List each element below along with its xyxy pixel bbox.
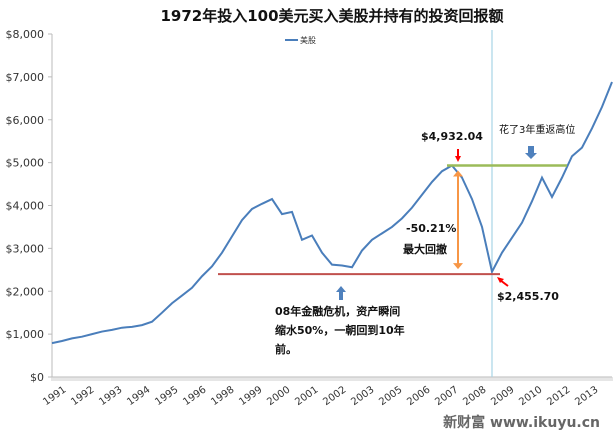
x-tick-label: 2012 [545, 384, 572, 408]
x-tick-label: 1998 [209, 384, 236, 408]
x-tick-label: 1991 [41, 384, 68, 408]
x-tick-label: 1996 [181, 384, 208, 408]
watermark: 新财富 www.ikuyu.cn [443, 415, 600, 431]
x-tick-label: 2008 [461, 384, 488, 408]
x-tick-label: 2003 [349, 384, 376, 408]
x-tick-label: 2001 [293, 384, 320, 408]
x-tick-label: 1992 [69, 384, 96, 408]
x-tick-label: 2005 [377, 384, 404, 408]
crisis-up-arrow-icon [336, 286, 346, 300]
x-tick-label: 2007 [433, 384, 460, 408]
peak-marker-arrow-head [455, 156, 461, 162]
x-tick-label: 2002 [321, 384, 348, 408]
x-tick-label: 2010 [517, 384, 544, 408]
y-tick-label: $4,000 [6, 200, 45, 213]
trough-marker-arrow-head [497, 277, 504, 283]
x-tick-label: 2009 [489, 384, 516, 408]
x-tick-label: 1999 [237, 384, 264, 408]
drawdown-label: 最大回撤 [403, 243, 447, 256]
y-tick-label: $1,000 [6, 328, 45, 341]
y-tick-label: $2,000 [6, 285, 45, 298]
crisis-note: 08年金融危机，资产瞬间缩水50%，一朝回到10年前。 [275, 305, 405, 356]
x-tick-label: 2000 [265, 384, 292, 408]
y-tick-label: $0 [30, 371, 44, 384]
chart-title: 1972年投入100美元买入美股并持有的投资回报额 [160, 7, 504, 25]
x-tick-label: 1995 [153, 384, 180, 408]
x-tick-label: 2006 [405, 384, 432, 408]
y-tick-label: $7,000 [6, 71, 45, 84]
peak-value-label: $4,932.04 [421, 130, 483, 143]
y-tick-label: $6,000 [6, 114, 45, 127]
drawdown-arrow-head-up [453, 170, 463, 177]
drawdown-pct-label: -50.21% [406, 222, 457, 235]
y-tick-label: $5,000 [6, 157, 45, 170]
recovery-down-arrow-icon [525, 146, 537, 159]
x-tick-label: 1994 [125, 384, 152, 408]
drawdown-arrow-head-down [453, 263, 463, 270]
recovery-note: 花了3年重返高位 [499, 125, 576, 136]
x-tick-label: 1993 [97, 384, 124, 408]
y-tick-label: $8,000 [6, 28, 45, 41]
x-tick-label: 2013 [573, 384, 600, 408]
trough-value-label: $2,455.70 [497, 290, 559, 303]
y-tick-label: $3,000 [6, 242, 45, 255]
legend-label: 美股 [300, 35, 316, 45]
